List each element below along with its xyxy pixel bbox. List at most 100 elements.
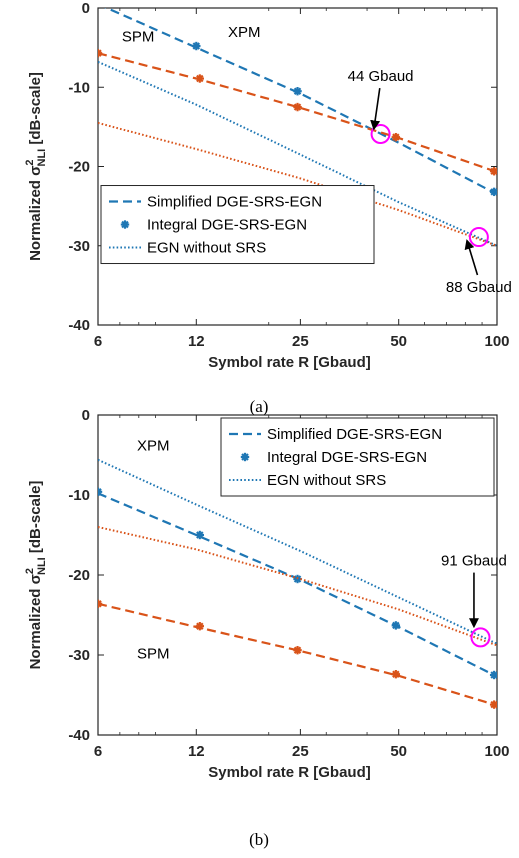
y-tick-label: -10 bbox=[68, 487, 90, 504]
y-axis-title-sub: NLI bbox=[36, 557, 48, 575]
data-point-stroke bbox=[392, 670, 400, 678]
data-point bbox=[293, 102, 302, 112]
data-point bbox=[391, 621, 401, 630]
series-spm-markers bbox=[98, 48, 497, 176]
annotation-label: SPM bbox=[122, 29, 155, 46]
legend-label: Integral DGE-SRS-EGN bbox=[267, 449, 427, 466]
data-point bbox=[293, 87, 302, 96]
data-point-stroke bbox=[98, 602, 102, 608]
y-tick-label: 0 bbox=[82, 0, 90, 17]
legend: Simplified DGE-SRS-EGN Integral DGE-SRS-E… bbox=[100, 185, 375, 265]
legend-item: Simplified DGE-SRS-EGN bbox=[109, 194, 322, 211]
data-point-stroke bbox=[98, 600, 102, 606]
legend-label: Simplified DGE-SRS-EGN bbox=[267, 426, 442, 443]
data-point bbox=[489, 187, 497, 197]
legend-label: EGN without SRS bbox=[267, 472, 386, 489]
data-point bbox=[489, 700, 497, 709]
data-point-stroke bbox=[98, 488, 102, 494]
y-tick-label: -10 bbox=[68, 79, 90, 96]
y-axis-title: Normalized σ2NLI [dB-scale] bbox=[24, 72, 48, 261]
annotation-label: 88 Gbaud bbox=[446, 279, 512, 296]
chart-caption: (a) bbox=[250, 397, 269, 416]
data-point-stroke bbox=[293, 103, 302, 111]
data-point-stroke bbox=[192, 42, 201, 50]
x-tick-label: 50 bbox=[390, 333, 407, 350]
data-point-stroke bbox=[392, 133, 400, 141]
series-spm-dotted bbox=[98, 121, 497, 247]
series-spm-dashed bbox=[98, 602, 497, 707]
data-point-stroke bbox=[490, 188, 497, 196]
series-group bbox=[98, 458, 497, 709]
x-tick-label: 6 bbox=[94, 333, 102, 350]
data-point-stroke bbox=[392, 621, 400, 630]
legend-label: Integral DGE-SRS-EGN bbox=[147, 217, 307, 234]
annotation-label: 44 Gbaud bbox=[348, 68, 414, 85]
data-point bbox=[98, 599, 103, 608]
series-xpm-dashed bbox=[98, 492, 497, 678]
x-axis-title: Symbol rate R [Gbaud] bbox=[208, 764, 371, 781]
y-axis-title-main: Normalized σ bbox=[27, 574, 44, 669]
highlight-circle bbox=[470, 627, 491, 648]
chart-caption: (b) bbox=[249, 830, 269, 849]
data-point bbox=[391, 670, 401, 679]
y-tick-label: -40 bbox=[68, 317, 90, 334]
data-point bbox=[192, 41, 201, 51]
x-axis-title: Symbol rate R [Gbaud] bbox=[208, 354, 371, 371]
x-tick-label: 100 bbox=[484, 333, 509, 350]
series-spm-markers bbox=[98, 599, 497, 709]
legend-swatch bbox=[241, 453, 249, 461]
legend-box bbox=[220, 417, 495, 497]
y-tick-label: -30 bbox=[68, 238, 90, 255]
legend-item: EGN without SRS bbox=[109, 240, 266, 257]
data-point bbox=[195, 530, 205, 540]
x-tick-label: 100 bbox=[484, 743, 509, 760]
data-point-stroke bbox=[98, 490, 102, 496]
data-point-stroke bbox=[98, 51, 102, 57]
y-tick-label: -20 bbox=[68, 159, 90, 176]
y-axis-title: Normalized σ2NLI [dB-scale] bbox=[24, 481, 48, 670]
legend-box bbox=[100, 185, 375, 265]
data-point bbox=[391, 132, 401, 142]
chart-b: 6 12 25 50 100 0 -10 -20 -30 -40 Symbol rate R [Gb… bbox=[24, 407, 510, 849]
legend-label: EGN without SRS bbox=[147, 240, 266, 257]
data-point-stroke bbox=[196, 622, 204, 630]
data-point bbox=[489, 670, 497, 680]
data-point bbox=[195, 622, 205, 631]
data-point-stroke bbox=[490, 167, 497, 176]
annotation-label: 91 Gbaud bbox=[441, 553, 507, 570]
annotation-label: XPM bbox=[137, 437, 170, 454]
data-point bbox=[98, 48, 103, 58]
legend: Simplified DGE-SRS-EGN Integral DGE-SRS-E… bbox=[220, 417, 495, 497]
annotation-label: SPM bbox=[137, 645, 170, 662]
series-xpm-markers bbox=[192, 41, 497, 197]
x-tick-label: 12 bbox=[188, 743, 205, 760]
data-point-stroke bbox=[196, 531, 204, 539]
x-tick-label: 25 bbox=[292, 743, 309, 760]
annotation-label: XPM bbox=[228, 24, 261, 41]
plot-frame bbox=[97, 7, 498, 326]
legend-item: Integral DGE-SRS-EGN bbox=[120, 217, 307, 234]
data-point-stroke bbox=[196, 74, 204, 83]
data-point bbox=[489, 167, 497, 176]
x-tick-label: 50 bbox=[390, 743, 407, 760]
y-axis-title-sup: 2 bbox=[24, 568, 36, 574]
data-point-stroke bbox=[293, 87, 302, 95]
y-axis-title-units: [dB-scale] bbox=[27, 481, 44, 558]
highlight-circle bbox=[468, 227, 489, 248]
data-point-stroke bbox=[98, 49, 102, 55]
y-axis-title-main: Normalized σ bbox=[27, 166, 44, 261]
y-tick-label: -20 bbox=[68, 567, 90, 584]
data-point-stroke bbox=[293, 646, 302, 654]
y-axis-title-units: [dB-scale] bbox=[27, 72, 44, 149]
series-spm-dotted bbox=[98, 526, 497, 647]
y-tick-label: 0 bbox=[82, 407, 90, 424]
chart-a: 6 12 25 50 100 0 -10 -20 -30 -40 Symbol rate R [Gb… bbox=[24, 0, 512, 416]
legend-label: Simplified DGE-SRS-EGN bbox=[147, 194, 322, 211]
series-xpm-dashed bbox=[104, 8, 497, 196]
series-group bbox=[98, 8, 497, 247]
highlight-circle bbox=[370, 124, 391, 145]
legend-item: EGN without SRS bbox=[229, 472, 386, 489]
x-tick-label: 12 bbox=[188, 333, 205, 350]
data-point-stroke bbox=[490, 671, 497, 679]
